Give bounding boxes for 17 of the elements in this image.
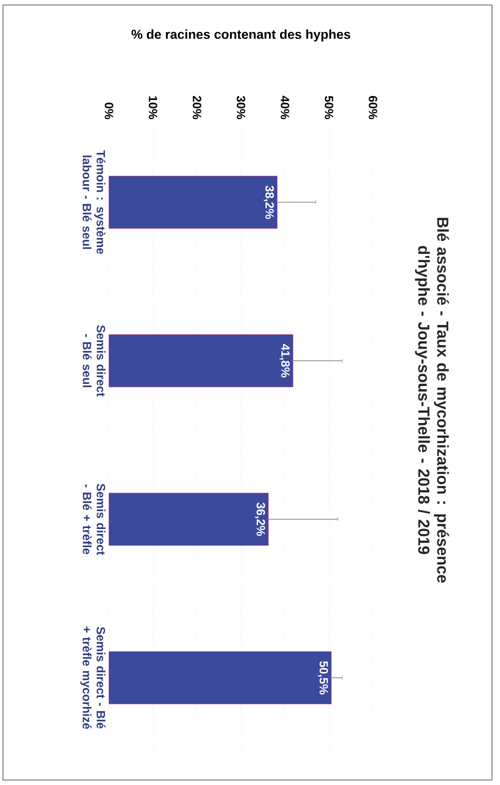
- x-tick-label: 40%: [280, 96, 290, 120]
- y-tick-label: Semis direct - Blé + trèfle mycorhizé: [80, 626, 106, 729]
- x-tick-label: 20%: [192, 96, 202, 120]
- x-tick-label: 10%: [148, 96, 158, 120]
- text: Blé associé - Taux de mycorhization : présence d'hyphe - Jouy-sous-Thelle - 2018 / 2019: [415, 218, 449, 583]
- data-label: 38,2%: [264, 186, 274, 219]
- data-label: 41,8%: [280, 344, 290, 378]
- x-tick-label: 50%: [324, 96, 334, 120]
- x-tick-label: 0%: [104, 102, 114, 120]
- y-tick-label: Semis direct - Blé seul: [82, 325, 106, 396]
- x-tick-label: 30%: [236, 96, 246, 120]
- y-tick-label: Semis direct - Blé + trèfle: [82, 484, 106, 555]
- y-tick-label: Témoin : système labour - Blé seul: [82, 150, 106, 254]
- data-label: 50,5%: [318, 661, 328, 694]
- x-tick-label: 60%: [368, 96, 378, 120]
- data-label: 36,2%: [254, 502, 266, 536]
- x-axis-title: % de racines contenant des hyphes: [132, 29, 350, 42]
